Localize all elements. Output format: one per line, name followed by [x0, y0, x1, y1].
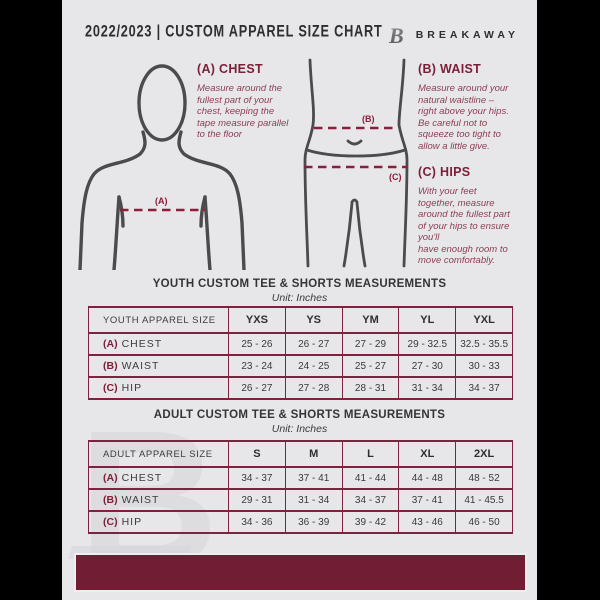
table-cell: 37 - 41 — [284, 466, 343, 490]
hips-line-label: (C) — [389, 172, 402, 182]
youth-header-row: YOUTH APPAREL SIZE YXS YS YM YL YXL — [88, 306, 513, 334]
row-prefix: (B) — [103, 494, 118, 506]
breakaway-b-logo-icon: B — [381, 23, 404, 48]
table-cell: 27 - 28 — [284, 376, 343, 400]
row-label: HIP — [121, 382, 143, 394]
table-cell: 36 - 39 — [284, 510, 343, 534]
table-cell: 34 - 36 — [228, 510, 286, 534]
youth-size-header: YL — [398, 306, 457, 334]
youth-hip-label: (C) HIP — [88, 376, 229, 400]
adult-size-header: XL — [398, 440, 457, 468]
table-cell: 30 - 33 — [455, 354, 513, 378]
table-cell: 34 - 37 — [228, 466, 286, 490]
chest-body-text: Measure around the fullest part of your … — [197, 83, 289, 140]
hips-heading: (C) HIPS — [418, 165, 471, 179]
youth-corner-header: YOUTH APPAREL SIZE — [88, 306, 229, 334]
hips-instructions: (C) HIPS With your feet together, measur… — [418, 165, 534, 267]
chest-instructions: (A) CHEST Measure around the fullest par… — [197, 62, 307, 141]
adult-size-header: S — [228, 440, 286, 468]
size-chart-document: B 2022/2023 | CUSTOM APPAREL SIZE CHART … — [62, 0, 537, 600]
table-cell: 25 - 27 — [341, 354, 400, 378]
row-prefix: (C) — [103, 516, 118, 528]
table-cell: 37 - 41 — [398, 488, 457, 512]
table-cell: 28 - 31 — [341, 376, 400, 400]
table-cell: 41 - 45.5 — [455, 488, 513, 512]
adult-corner-header: ADULT APPAREL SIZE — [88, 440, 229, 468]
table-cell: 43 - 46 — [398, 510, 457, 534]
adult-size-header: L — [341, 440, 400, 468]
row-label: CHEST — [121, 338, 163, 350]
lower-body-figure: (B) (C) — [303, 58, 409, 268]
youth-size-header: YM — [341, 306, 400, 334]
svg-text:B: B — [388, 23, 404, 48]
youth-size-table: YOUTH APPAREL SIZE YXS YS YM YL YXL (A) C… — [88, 306, 513, 400]
table-cell: 41 - 44 — [341, 466, 400, 490]
table-cell: 29 - 31 — [228, 488, 286, 512]
chest-heading: (A) CHEST — [197, 62, 263, 76]
table-cell: 27 - 29 — [341, 332, 400, 356]
row-prefix: (B) — [103, 360, 118, 372]
table-row: (A) CHEST 34 - 37 37 - 41 41 - 44 44 - 48… — [88, 466, 513, 490]
table-cell: 29 - 32.5 — [398, 332, 457, 356]
table-cell: 26 - 27 — [284, 332, 343, 356]
youth-size-header: YS — [284, 306, 343, 334]
youth-size-header: YXL — [455, 306, 513, 334]
adult-size-table: ADULT APPAREL SIZE S M L XL 2XL (A) CHEST… — [88, 440, 513, 534]
table-cell: 34 - 37 — [341, 488, 400, 512]
table-cell: 23 - 24 — [228, 354, 286, 378]
row-label: HIP — [121, 516, 143, 528]
hips-body-text: With your feet together, measure around … — [418, 186, 510, 266]
table-cell: 31 - 34 — [398, 376, 457, 400]
youth-size-header: YXS — [228, 306, 286, 334]
footer-bar — [74, 553, 527, 592]
table-row: (A) CHEST 25 - 26 26 - 27 27 - 29 29 - 32… — [88, 332, 513, 356]
row-label: WAIST — [121, 360, 160, 372]
waist-line-label: (B) — [362, 114, 375, 124]
row-prefix: (C) — [103, 382, 118, 394]
brand-lockup: B BREAKAWAY — [380, 22, 519, 48]
youth-chest-label: (A) CHEST — [88, 332, 229, 356]
youth-section-title: YOUTH CUSTOM TEE & SHORTS MEASUREMENTS — [152, 278, 447, 290]
row-label: CHEST — [121, 472, 163, 484]
row-prefix: (A) — [103, 338, 118, 350]
table-row: (B) WAIST 23 - 24 24 - 25 25 - 27 27 - 30… — [88, 354, 513, 378]
table-cell: 46 - 50 — [455, 510, 513, 534]
torso-figure: (A) — [78, 64, 246, 270]
row-label: WAIST — [121, 494, 160, 506]
table-cell: 24 - 25 — [284, 354, 343, 378]
youth-unit-label: Unit: Inches — [271, 292, 328, 304]
chest-line-label: (A) — [155, 196, 168, 206]
table-row: (C) HIP 26 - 27 27 - 28 28 - 31 31 - 34 3… — [88, 376, 513, 400]
table-cell: 34 - 37 — [455, 376, 513, 400]
adult-waist-label: (B) WAIST — [88, 488, 229, 512]
adult-size-header: M — [284, 440, 343, 468]
table-cell: 26 - 27 — [228, 376, 286, 400]
table-cell: 32.5 - 35.5 — [455, 332, 513, 356]
table-row: (C) HIP 34 - 36 36 - 39 39 - 42 43 - 46 4… — [88, 510, 513, 534]
adult-header-row: ADULT APPAREL SIZE S M L XL 2XL — [88, 440, 513, 468]
table-cell: 25 - 26 — [228, 332, 286, 356]
table-cell: 27 - 30 — [398, 354, 457, 378]
waist-heading: (B) WAIST — [418, 62, 482, 76]
table-cell: 44 - 48 — [398, 466, 457, 490]
table-cell: 39 - 42 — [341, 510, 400, 534]
table-row: (B) WAIST 29 - 31 31 - 34 34 - 37 37 - 41… — [88, 488, 513, 512]
table-cell: 48 - 52 — [455, 466, 513, 490]
adult-chest-label: (A) CHEST — [88, 466, 229, 490]
page-title: 2022/2023 | CUSTOM APPAREL SIZE CHART — [85, 21, 383, 41]
adult-size-header: 2XL — [455, 440, 513, 468]
row-prefix: (A) — [103, 472, 118, 484]
table-cell: 31 - 34 — [284, 488, 343, 512]
waist-instructions: (B) WAIST Measure around your natural wa… — [418, 62, 532, 152]
youth-waist-label: (B) WAIST — [88, 354, 229, 378]
brand-name: BREAKAWAY — [415, 29, 519, 41]
waist-body-text: Measure around your natural waistline – … — [418, 83, 509, 152]
adult-hip-label: (C) HIP — [88, 510, 229, 534]
adult-unit-label: Unit: Inches — [271, 423, 328, 435]
adult-section-title: ADULT CUSTOM TEE & SHORTS MEASUREMENTS — [153, 409, 446, 421]
